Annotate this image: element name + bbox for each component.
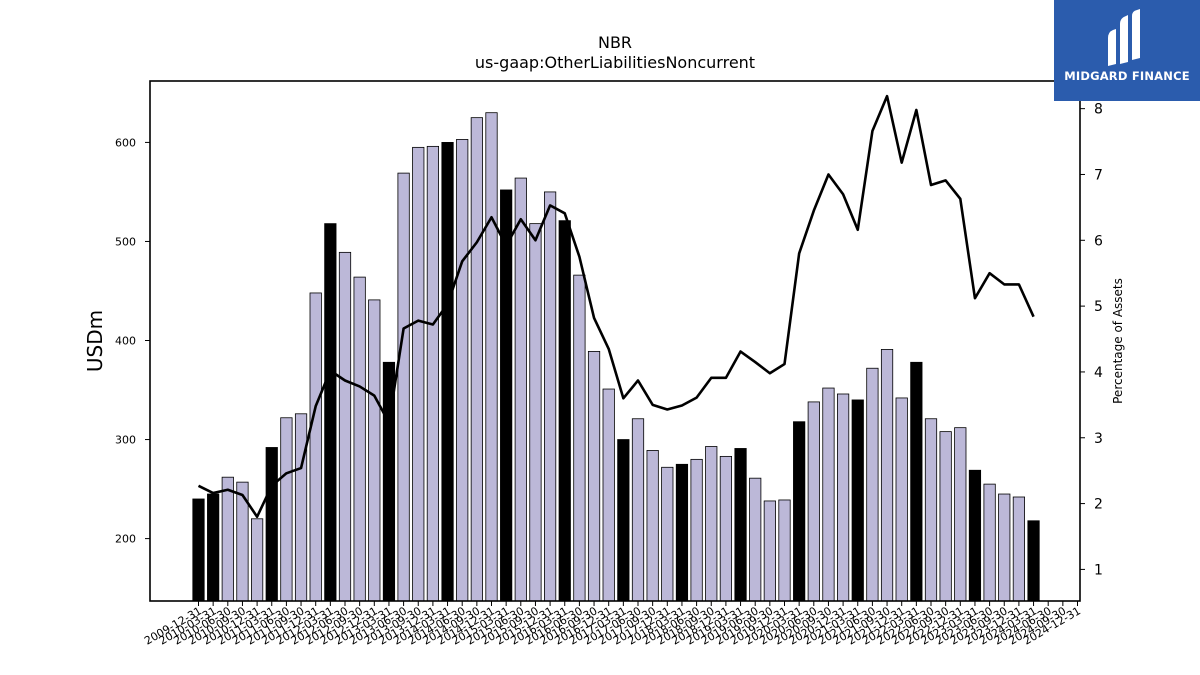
bar-2023-12-31	[1012, 496, 1026, 602]
bar-2019-09-30	[763, 500, 776, 602]
y2-tick-label: 1	[1094, 562, 1103, 578]
bar-2021-06-30	[866, 367, 879, 602]
y2-tick-label: 7	[1094, 167, 1103, 183]
bar-2014-12-31	[485, 112, 498, 602]
bar-2012-06-30	[338, 251, 352, 602]
line-series	[197, 94, 1035, 519]
logo-mark-icon	[1108, 9, 1140, 66]
bar-2020-03-31	[793, 421, 806, 602]
y-tick-label: 400	[115, 335, 136, 348]
bar-2022-03-31	[910, 361, 923, 602]
bar-2020-06-30	[807, 401, 820, 602]
bar-2012-09-30	[353, 276, 366, 602]
y2-axis-label: Percentage of Assets	[1111, 278, 1125, 404]
bar-2015-09-30	[529, 223, 542, 602]
bar-2017-03-31	[617, 439, 630, 602]
y2-tick-label: 2	[1094, 497, 1103, 513]
bar-2021-03-31	[851, 399, 864, 602]
bar-2016-06-30	[573, 274, 586, 602]
y2-tick-label: 8	[1094, 102, 1103, 118]
bar-2018-06-30	[690, 458, 703, 602]
bar-2013-06-30	[397, 172, 410, 602]
brand-logo: MIDGARD FINANCE	[1054, 0, 1200, 101]
chart-subtitle: us-gaap:OtherLiabilitiesNoncurrent	[475, 53, 755, 72]
bar-2022-06-30	[924, 418, 938, 602]
bar-2015-12-31	[544, 191, 557, 602]
y-tick-label: 500	[115, 235, 136, 248]
bar-2010-06-30	[221, 476, 234, 602]
bar-2012-12-31	[368, 299, 381, 602]
bar-2018-03-31	[675, 463, 689, 602]
bar-2015-03-31	[500, 189, 513, 602]
y-axis-right: 1 2 3 4 5 6 7 8	[1080, 102, 1103, 578]
bar-2019-06-30	[749, 477, 762, 602]
bar-2024-03-31	[1027, 520, 1040, 602]
bar-2019-12-31	[778, 499, 791, 602]
bar-2014-09-30	[470, 117, 483, 602]
bar-2011-09-30	[294, 413, 308, 602]
chart-title: NBR	[598, 33, 632, 52]
bar-2016-09-30	[587, 350, 601, 602]
bar-2022-09-30	[939, 431, 952, 602]
bar-2022-12-31	[954, 427, 967, 602]
bar-2014-06-30	[456, 139, 469, 602]
bar-2011-03-31	[265, 447, 278, 602]
bar-2010-12-31	[250, 518, 264, 602]
bar-2011-06-30	[280, 417, 293, 602]
y-axis-label: USDm	[83, 310, 107, 372]
bar-2015-06-30	[514, 177, 527, 602]
y2-tick-label: 4	[1094, 365, 1103, 381]
bar-2013-09-30	[412, 146, 425, 602]
bar-2018-09-30	[705, 446, 718, 602]
bar-2016-12-31	[602, 388, 615, 602]
bar-2017-12-31	[661, 466, 674, 602]
bar-2012-03-31	[324, 223, 337, 602]
bar-2017-06-30	[631, 418, 645, 602]
bar-2019-03-31	[734, 448, 747, 602]
y-tick-label: 300	[115, 434, 136, 447]
bar-2023-09-30	[998, 493, 1011, 602]
bar-2011-12-31	[309, 292, 322, 602]
bar-2017-09-30	[646, 450, 659, 602]
y-tick-label: 200	[115, 533, 136, 546]
y-tick-label: 600	[115, 136, 136, 149]
pct-assets-line	[197, 94, 1035, 519]
bar-2014-03-31	[441, 142, 454, 602]
bar-2023-06-30	[983, 483, 996, 602]
y-axis-left: 200 300 400 500 600	[115, 136, 150, 546]
bar-2013-12-31	[426, 145, 440, 602]
bar-2021-12-31	[895, 397, 908, 602]
bar-2020-12-31	[837, 393, 850, 602]
x-axis: 2009-12-312010-03-312010-06-302010-09-30…	[142, 601, 1083, 648]
bar-2020-09-30	[822, 387, 835, 602]
bar-2010-03-31	[207, 493, 220, 602]
bar-2016-03-31	[558, 220, 571, 602]
bar-2023-03-31	[968, 469, 982, 602]
y2-tick-label: 6	[1094, 233, 1103, 249]
y2-tick-label: 5	[1094, 299, 1103, 315]
logo-text: MIDGARD FINANCE	[1064, 69, 1190, 83]
bar-2018-12-31	[719, 455, 733, 602]
y2-tick-label: 3	[1094, 431, 1103, 447]
bar-2021-09-30	[880, 349, 894, 602]
bar-2009-12-31	[192, 498, 205, 602]
bar-series	[192, 112, 1040, 602]
